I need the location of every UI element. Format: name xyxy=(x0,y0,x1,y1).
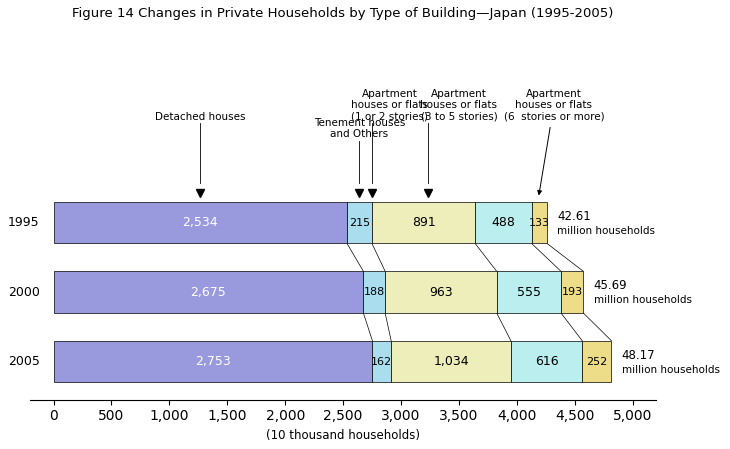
Text: 48.17: 48.17 xyxy=(622,349,656,362)
Text: 193: 193 xyxy=(561,287,583,297)
Text: million households: million households xyxy=(622,365,720,375)
Bar xyxy=(385,271,496,313)
Text: 2,753: 2,753 xyxy=(195,355,231,368)
Text: 133: 133 xyxy=(529,218,550,228)
Text: 891: 891 xyxy=(412,216,435,229)
Text: million households: million households xyxy=(558,226,656,236)
Bar xyxy=(364,271,385,313)
Bar xyxy=(347,202,372,243)
Bar xyxy=(53,202,347,243)
Text: Detached houses: Detached houses xyxy=(155,112,246,122)
Bar xyxy=(391,341,511,383)
Text: 555: 555 xyxy=(517,286,541,299)
Title: Figure 14 Changes in Private Households by Type of Building—Japan (1995-2005): Figure 14 Changes in Private Households … xyxy=(72,7,614,20)
Text: 1995: 1995 xyxy=(8,216,39,229)
Text: million households: million households xyxy=(593,295,692,305)
X-axis label: (10 thousand households): (10 thousand households) xyxy=(266,429,420,442)
Text: 2,534: 2,534 xyxy=(182,216,218,229)
Text: Apartment
houses or flats
(1 or 2 stories): Apartment houses or flats (1 or 2 storie… xyxy=(351,88,428,122)
Bar xyxy=(372,202,475,243)
Text: 42.61: 42.61 xyxy=(558,210,591,223)
Bar xyxy=(475,202,531,243)
Text: Apartment
houses or flats
(3 to 5 stories): Apartment houses or flats (3 to 5 storie… xyxy=(420,88,497,122)
Text: 963: 963 xyxy=(429,286,453,299)
Bar xyxy=(583,341,612,383)
Text: 616: 616 xyxy=(535,355,558,368)
Text: 2,675: 2,675 xyxy=(191,286,226,299)
Text: Apartment
houses or flats
(6  stories or more): Apartment houses or flats (6 stories or … xyxy=(504,88,604,194)
Text: 162: 162 xyxy=(372,357,392,366)
Bar xyxy=(496,271,561,313)
Text: Tenement houses
and Others: Tenement houses and Others xyxy=(314,118,405,139)
Bar xyxy=(561,271,583,313)
Bar xyxy=(372,341,391,383)
Text: 252: 252 xyxy=(586,357,607,366)
Bar xyxy=(53,271,364,313)
Text: 1,034: 1,034 xyxy=(433,355,469,368)
Text: 45.69: 45.69 xyxy=(593,279,627,292)
Text: 188: 188 xyxy=(364,287,385,297)
Bar xyxy=(53,341,372,383)
Text: 488: 488 xyxy=(491,216,515,229)
Text: 2000: 2000 xyxy=(8,286,39,299)
Text: 215: 215 xyxy=(349,218,370,228)
Bar xyxy=(531,202,547,243)
Text: 2005: 2005 xyxy=(8,355,39,368)
Bar xyxy=(511,341,583,383)
